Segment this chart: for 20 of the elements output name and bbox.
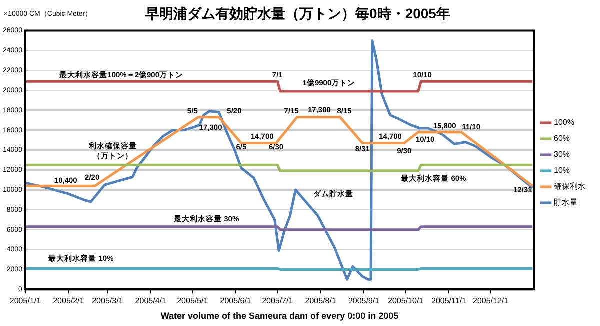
legend-label: 貯水量 [554, 198, 578, 208]
legend-label: 60% [554, 134, 570, 144]
x-tick-label: 2005/4/1 [135, 296, 167, 306]
x-axis-title: Water volume of the Sameura dam of every 0:00 in 2005 [160, 311, 399, 322]
legend-label: 100% [554, 118, 574, 128]
legend-label: 10% [554, 166, 570, 176]
x-tick-label: 2005/11/1 [432, 296, 468, 306]
x-tick-label: 2005/5/1 [177, 296, 209, 306]
x-tick-label: 2005/1/1 [10, 296, 42, 306]
legend-label: 確保利水 [553, 182, 586, 192]
x-tick-label: 2005/8/1 [305, 296, 337, 306]
x-tick-label: 2005/2/1 [53, 296, 85, 306]
legend-label: 30% [554, 150, 570, 160]
x-tick-label: 2005/12/1 [473, 296, 510, 306]
x-tick-label: 2005/10/1 [388, 296, 424, 306]
x-tick-label: 2005/9/1 [348, 296, 380, 306]
x-tick-label: 2005/7/1 [262, 296, 294, 306]
chart-title: 早明浦ダム有効貯水量（万トン）毎0時・2005年 [144, 5, 450, 22]
x-tick-label: 2005/6/1 [220, 296, 252, 306]
x-tick-label: 2005/3/1 [92, 296, 124, 306]
